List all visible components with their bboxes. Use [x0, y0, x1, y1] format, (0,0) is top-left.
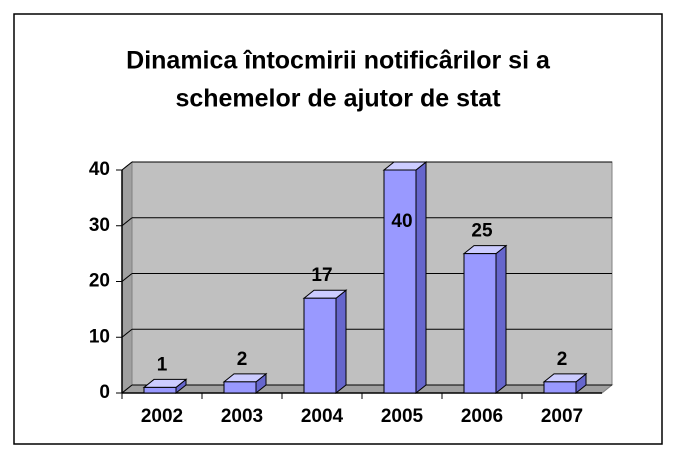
grid-line [121, 384, 133, 394]
bar [143, 386, 177, 394]
y-tick-label: 30 [89, 215, 110, 236]
chart-title: schemelor de ajutor de stat [175, 85, 501, 113]
data-label: 25 [471, 221, 493, 242]
grid-line [121, 217, 133, 227]
x-tick-label: 2006 [461, 406, 503, 427]
grid-line [121, 161, 133, 171]
y-tick-label: 0 [99, 382, 110, 403]
data-label: 2 [557, 349, 568, 370]
bar [223, 381, 257, 394]
bar-side [495, 244, 507, 395]
data-label: 2 [237, 349, 248, 370]
bar [383, 169, 417, 394]
data-label: 17 [311, 265, 332, 286]
y-tick-label: 10 [89, 326, 110, 347]
data-label: 40 [391, 211, 412, 232]
data-label: 1 [157, 354, 168, 375]
bar [303, 297, 337, 394]
bar-side [415, 160, 427, 395]
chart-title: Dinamica întocmirii notificârilor si a [126, 47, 551, 75]
bar [463, 253, 497, 394]
bar [543, 381, 577, 394]
grid-line [121, 273, 133, 282]
bar-side [335, 289, 347, 395]
x-tick-label: 2005 [381, 406, 424, 427]
y-tick-label: 40 [89, 159, 110, 180]
y-tick-label: 20 [89, 271, 110, 292]
x-tick-label: 2007 [541, 406, 583, 427]
grid-line [121, 328, 133, 338]
x-tick-label: 2002 [141, 406, 183, 427]
x-tick-label: 2004 [301, 406, 344, 427]
x-tick-label: 2003 [221, 406, 263, 427]
floor [120, 384, 614, 394]
